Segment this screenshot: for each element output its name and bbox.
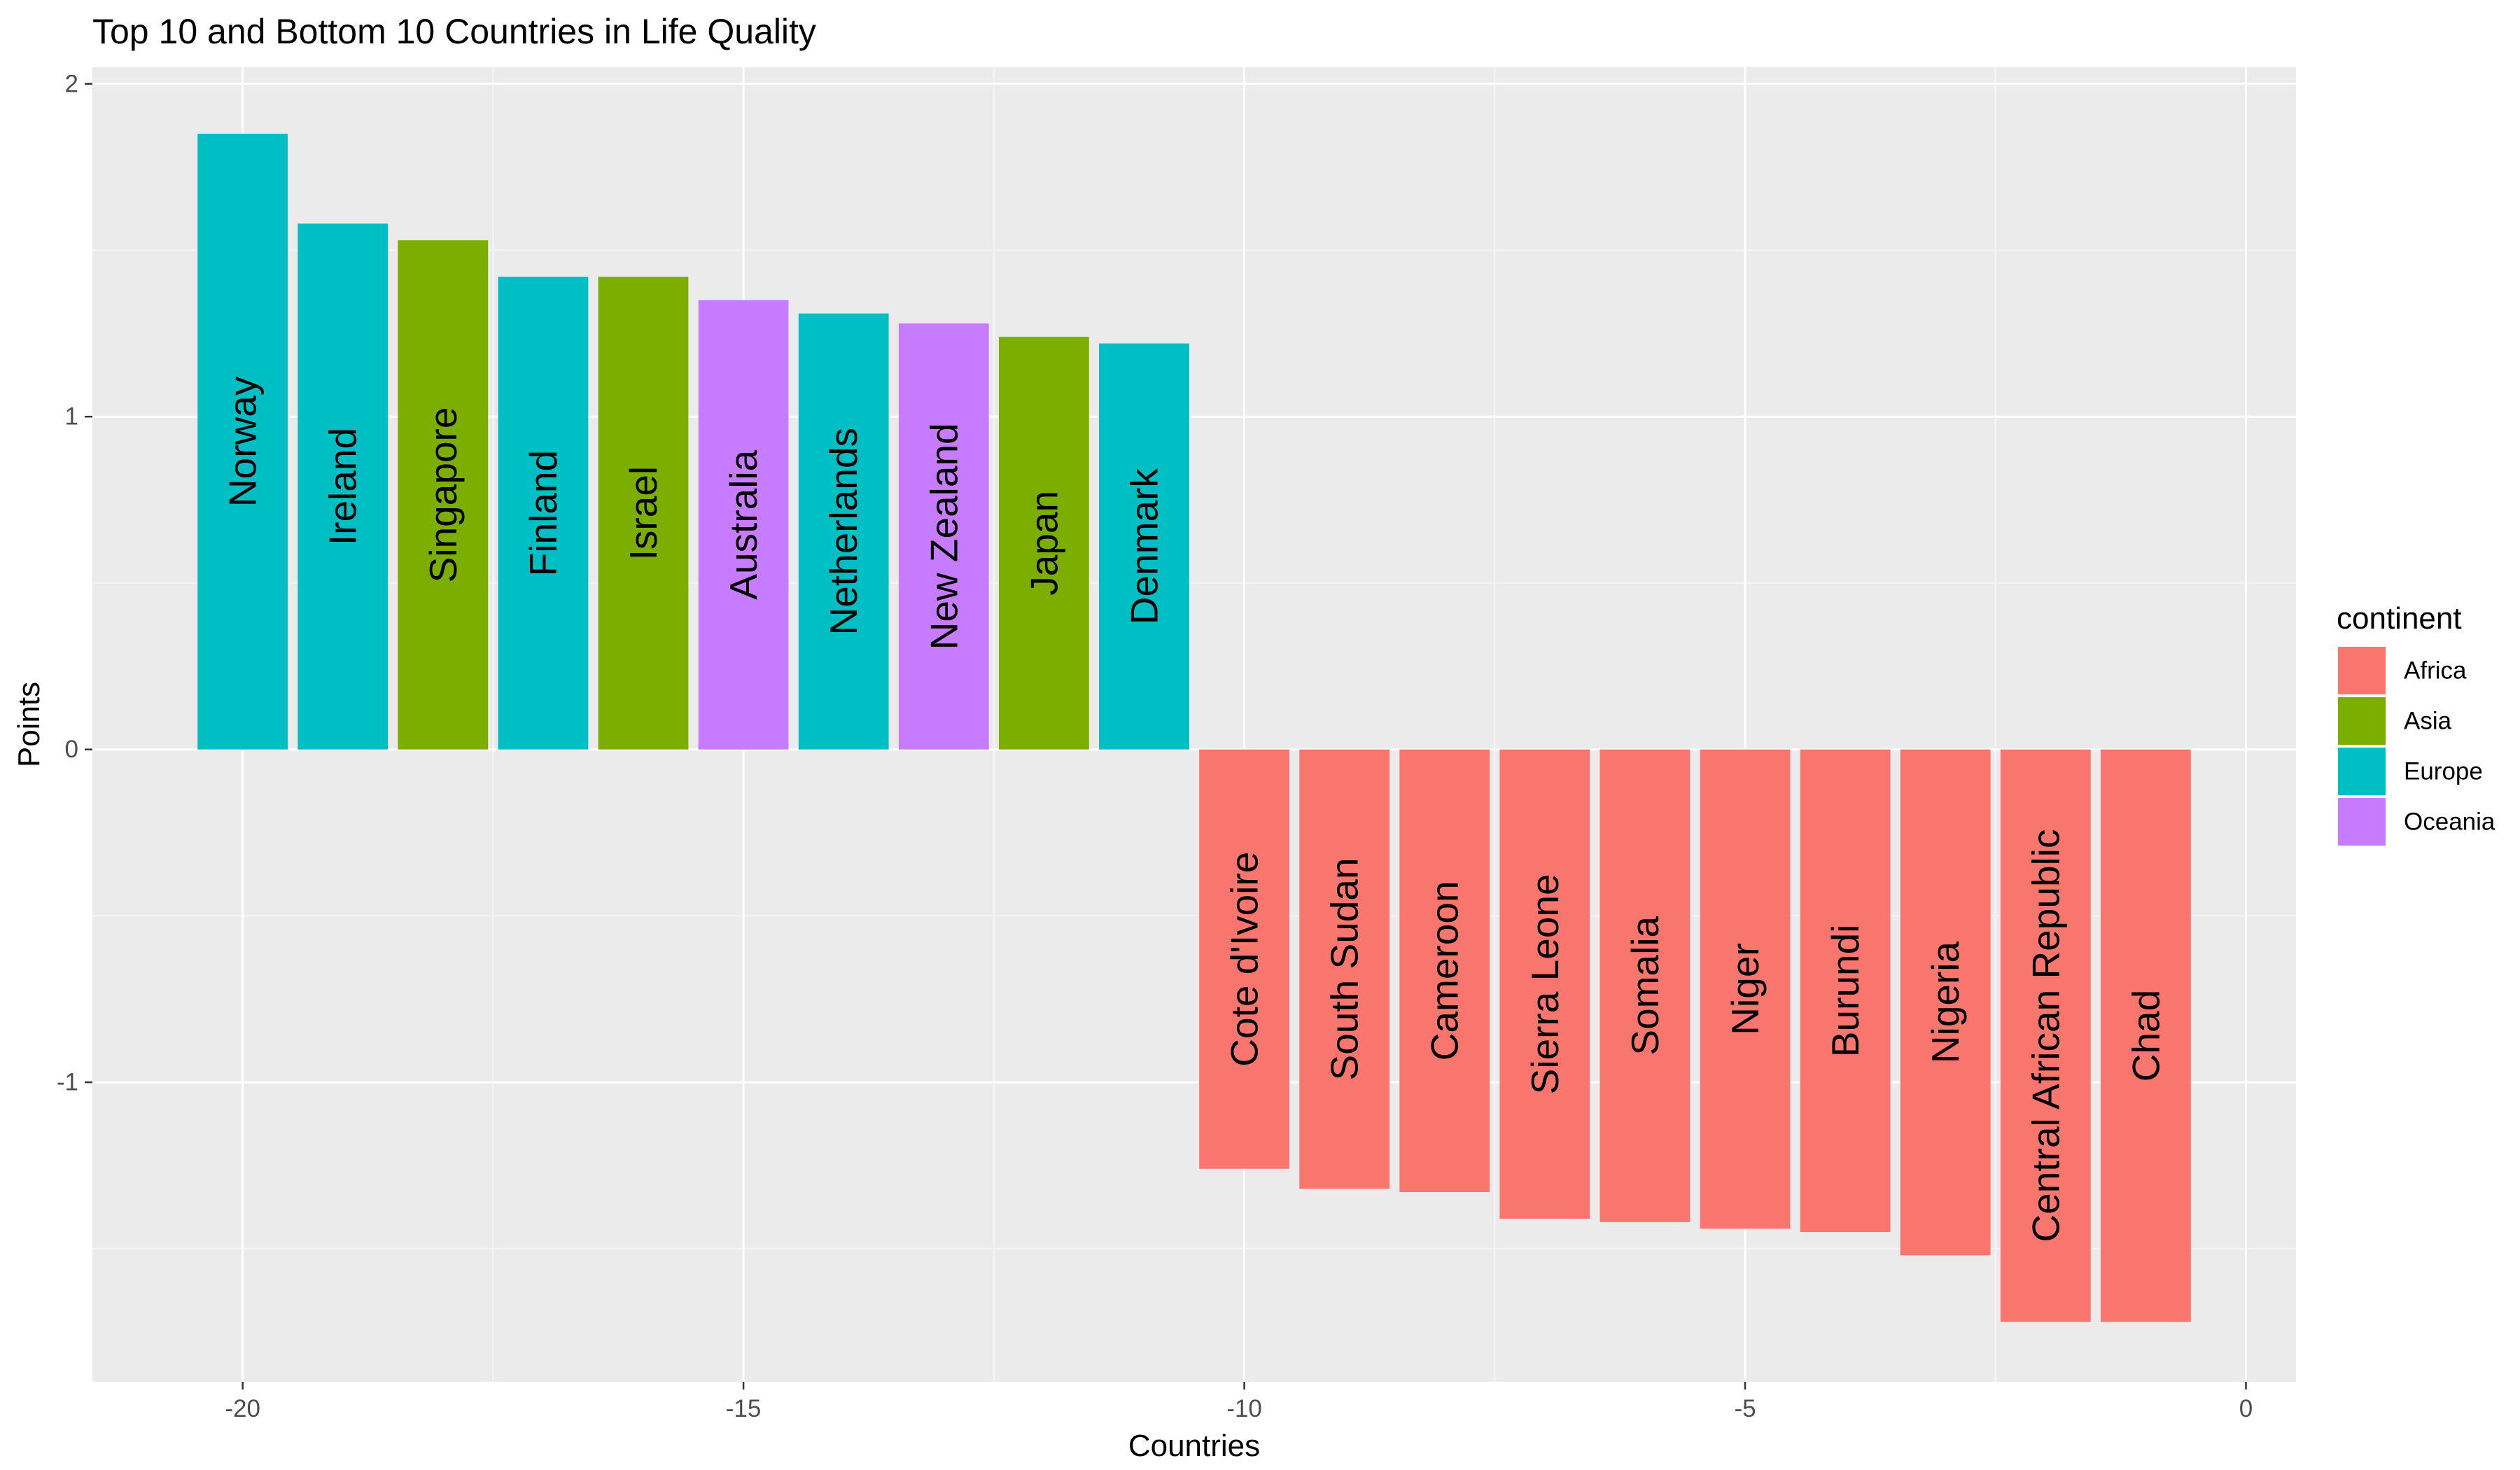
legend-key-asia xyxy=(2338,697,2386,745)
bar-label: Burundi xyxy=(1823,925,1867,1058)
y-tick-label: 0 xyxy=(65,736,78,763)
legend-key-europe xyxy=(2338,748,2386,795)
bar-label: Nigeria xyxy=(1924,941,1967,1063)
bar-label: Finland xyxy=(522,450,565,576)
bar-label: Niger xyxy=(1723,943,1767,1035)
x-tick-label: -5 xyxy=(1734,1395,1756,1422)
bar xyxy=(1600,749,1690,1222)
bar xyxy=(197,134,288,750)
legend-key-oceania xyxy=(2338,798,2386,846)
legend-items: Africa Asia Europe Oceania xyxy=(2338,647,2496,846)
bar xyxy=(1399,749,1490,1192)
y-tick-label: 2 xyxy=(65,70,78,97)
legend: continent Africa Asia Europe Oceania xyxy=(2337,601,2496,846)
bar-label: Ireland xyxy=(321,428,365,545)
legend-title: continent xyxy=(2337,601,2462,636)
bar xyxy=(2000,749,2091,1322)
bar-label: Netherlands xyxy=(822,428,865,636)
bar-label: Chad xyxy=(2124,990,2167,1082)
chart-title: Top 10 and Bottom 10 Countries in Life Q… xyxy=(92,12,816,51)
bar-label: Australia xyxy=(722,449,765,599)
bar-label: Denmark xyxy=(1122,468,1166,625)
bar-label: Japan xyxy=(1022,491,1065,596)
y-tick-label: -1 xyxy=(57,1069,78,1096)
bar-labels: Norway Ireland Singapore Finland Israel Austr… xyxy=(221,376,2168,1242)
bar-label: Norway xyxy=(221,376,265,507)
y-axis-title: Points xyxy=(12,682,46,767)
bar xyxy=(1099,343,1189,750)
legend-key-africa xyxy=(2338,647,2386,694)
legend-label-africa: Africa xyxy=(2404,657,2467,685)
bar xyxy=(398,240,489,750)
legend-label-europe: Europe xyxy=(2404,758,2483,785)
x-axis: -20 -15 -10 -5 0 xyxy=(225,1382,2253,1422)
bar-label: New Zealand xyxy=(922,423,965,650)
x-tick-label: -10 xyxy=(1226,1395,1262,1422)
bar xyxy=(798,313,889,750)
x-axis-title: Countries xyxy=(1128,1429,1260,1463)
bar xyxy=(1900,749,1991,1256)
bar xyxy=(498,276,589,750)
bar-label: Somalia xyxy=(1623,916,1667,1055)
legend-label-asia: Asia xyxy=(2404,708,2452,735)
bar xyxy=(298,223,388,750)
bar-label: Israel xyxy=(622,466,665,561)
bar xyxy=(1499,749,1590,1219)
bar xyxy=(1700,749,1791,1229)
bar xyxy=(1299,749,1390,1189)
bar-label: Central African Republic xyxy=(2024,830,2067,1242)
bars xyxy=(197,134,2191,1322)
bar xyxy=(1800,749,1891,1233)
bar-label: Sierra Leone xyxy=(1523,874,1567,1094)
y-axis: -1 0 1 2 xyxy=(57,70,92,1096)
bar xyxy=(2100,749,2191,1322)
x-tick-label: -20 xyxy=(225,1395,260,1422)
bar-label: Singapore xyxy=(421,407,465,583)
bar xyxy=(598,276,689,750)
bar xyxy=(998,337,1089,750)
grid-minor xyxy=(92,67,2296,1382)
bar xyxy=(698,300,789,750)
bar-label: Cote d'Ivoire xyxy=(1223,852,1266,1067)
bar-label: South Sudan xyxy=(1323,858,1366,1080)
x-tick-label: -15 xyxy=(726,1395,762,1422)
y-tick-label: 1 xyxy=(65,403,78,430)
bar xyxy=(898,323,989,750)
bar-label: Cameroon xyxy=(1423,881,1466,1060)
legend-label-oceania: Oceania xyxy=(2404,808,2496,836)
x-tick-label: 0 xyxy=(2239,1395,2253,1422)
bar xyxy=(1199,749,1289,1169)
